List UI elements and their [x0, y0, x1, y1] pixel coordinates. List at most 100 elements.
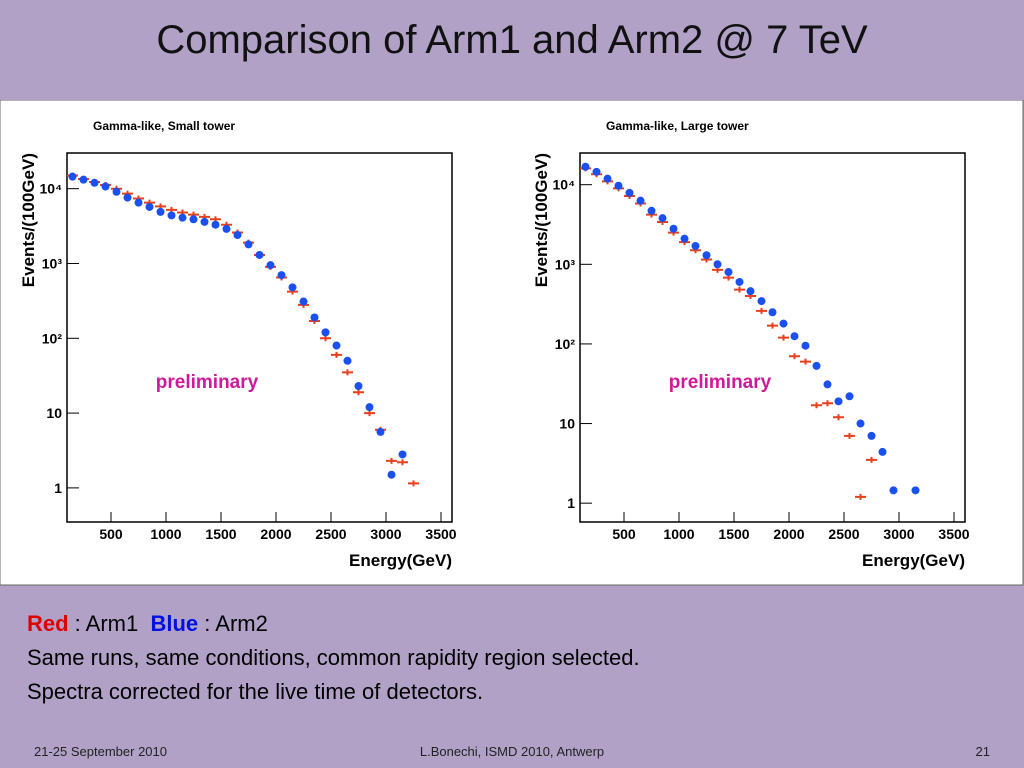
arm2-point: [211, 220, 220, 229]
arm2-point: [636, 196, 645, 205]
arm2-point: [746, 287, 755, 296]
arm2-point: [790, 332, 799, 341]
arm1-point: [833, 414, 844, 421]
arm2-point: [713, 260, 722, 269]
x-tick-label: 1000: [663, 526, 694, 542]
arm2-point: [592, 167, 601, 176]
arm2-point: [647, 206, 656, 215]
arm2-point: [680, 234, 689, 243]
chart-title: Gamma-like, Large tower: [606, 119, 749, 133]
y-tick-label: 1: [54, 480, 62, 496]
arm1-note: : Arm1: [68, 611, 139, 636]
arm2-point: [310, 313, 319, 322]
arm2-point: [398, 450, 407, 459]
x-tick-label: 1500: [205, 526, 236, 542]
legend-note: Red : Arm1 Blue : Arm2: [27, 607, 640, 641]
panel-bg: [0, 100, 1024, 586]
arm2-point: [779, 319, 788, 328]
arm2-point: [233, 231, 242, 240]
note-line: Same runs, same conditions, common rapid…: [27, 645, 640, 670]
x-tick-label: 500: [612, 526, 636, 542]
y-tick-label: 10: [559, 416, 575, 432]
x-tick-label: 2000: [773, 526, 804, 542]
arm2-point: [845, 392, 854, 401]
note-line: Spectra corrected for the live time of d…: [27, 679, 484, 704]
arm1-point: [353, 389, 364, 396]
arm2-point: [277, 271, 286, 280]
y-tick-label: 1: [567, 495, 575, 511]
y-tick-label: 10²: [555, 336, 576, 352]
arm2-point: [387, 470, 396, 479]
plot-frame: [66, 152, 453, 523]
arm2-point: [321, 328, 330, 337]
arm2-point: [801, 341, 810, 350]
arm2-point: [255, 250, 264, 259]
arm2-point: [823, 380, 832, 389]
arm2-point: [167, 211, 176, 220]
arm1-point: [811, 402, 822, 409]
plot-frame: [579, 152, 966, 523]
arm2-point: [889, 486, 898, 495]
x-tick-label: 3000: [883, 526, 914, 542]
x-tick-label: 2500: [828, 526, 859, 542]
footer-author: L.Bonechi, ISMD 2010, Antwerp: [419, 744, 605, 759]
arm2-point: [365, 403, 374, 412]
arm2-point: [691, 241, 700, 250]
arm1-point: [386, 457, 397, 464]
arm1-point: [855, 493, 866, 500]
arm2-point: [189, 215, 198, 224]
arm2-point: [354, 382, 363, 391]
arm2-point: [768, 308, 777, 317]
arm2-point: [625, 188, 634, 197]
x-tick-label: 1500: [718, 526, 749, 542]
arm2-point: [614, 181, 623, 190]
annotation: preliminary: [156, 372, 259, 393]
arm2-point: [90, 178, 99, 187]
arm2-point: [834, 397, 843, 406]
arm1-point: [800, 358, 811, 365]
arm1-point: [734, 286, 745, 293]
arm2-point: [266, 261, 275, 270]
arm2-point: [244, 240, 253, 249]
x-axis-label: Energy(GeV): [349, 551, 452, 570]
arm1-point: [822, 400, 833, 407]
arm1-point: [342, 369, 353, 376]
arm2-note: : Arm2: [198, 611, 268, 636]
chart-title: Gamma-like, Small tower: [93, 119, 235, 133]
arm2-point: [200, 217, 209, 226]
arm2-point: [376, 427, 385, 436]
arm2-point: [145, 202, 154, 211]
arm2-point: [288, 283, 297, 292]
y-tick-label: 10³: [555, 256, 576, 272]
y-tick-label: 10³: [42, 255, 63, 271]
arm1-point: [767, 322, 778, 329]
y-tick-label: 10: [46, 405, 62, 421]
arm2-point: [79, 175, 88, 184]
footer-date: 21-25 September 2010: [34, 744, 167, 759]
arm2-point: [603, 174, 612, 183]
arm2-point: [156, 207, 165, 216]
y-axis-label: Events/(100GeV): [532, 153, 551, 287]
x-tick-label: 3500: [425, 526, 456, 542]
arm2-point: [178, 213, 187, 222]
slide-title: Comparison of Arm1 and Arm2 @ 7 TeV: [156, 18, 868, 62]
arm2-point: [581, 162, 590, 171]
arm2-point: [911, 486, 920, 495]
annotation: preliminary: [669, 372, 772, 393]
x-tick-label: 500: [99, 526, 123, 542]
y-axis-label: Events/(100GeV): [19, 153, 38, 287]
arm2-point: [735, 277, 744, 286]
arm2-point: [856, 419, 865, 428]
arm2-point: [101, 182, 110, 191]
arm1-point: [397, 459, 408, 466]
x-tick-label: 2500: [315, 526, 346, 542]
blue-word: Blue: [150, 611, 199, 636]
arm2-point: [112, 187, 121, 196]
x-axis-label: Energy(GeV): [862, 551, 965, 570]
arm1-point: [408, 480, 419, 487]
arm2-point: [222, 224, 231, 233]
arm2-point: [68, 172, 77, 181]
y-tick-label: 10⁴: [553, 177, 576, 193]
notes: Red : Arm1 Blue : Arm2 Same runs, same c…: [27, 607, 640, 709]
